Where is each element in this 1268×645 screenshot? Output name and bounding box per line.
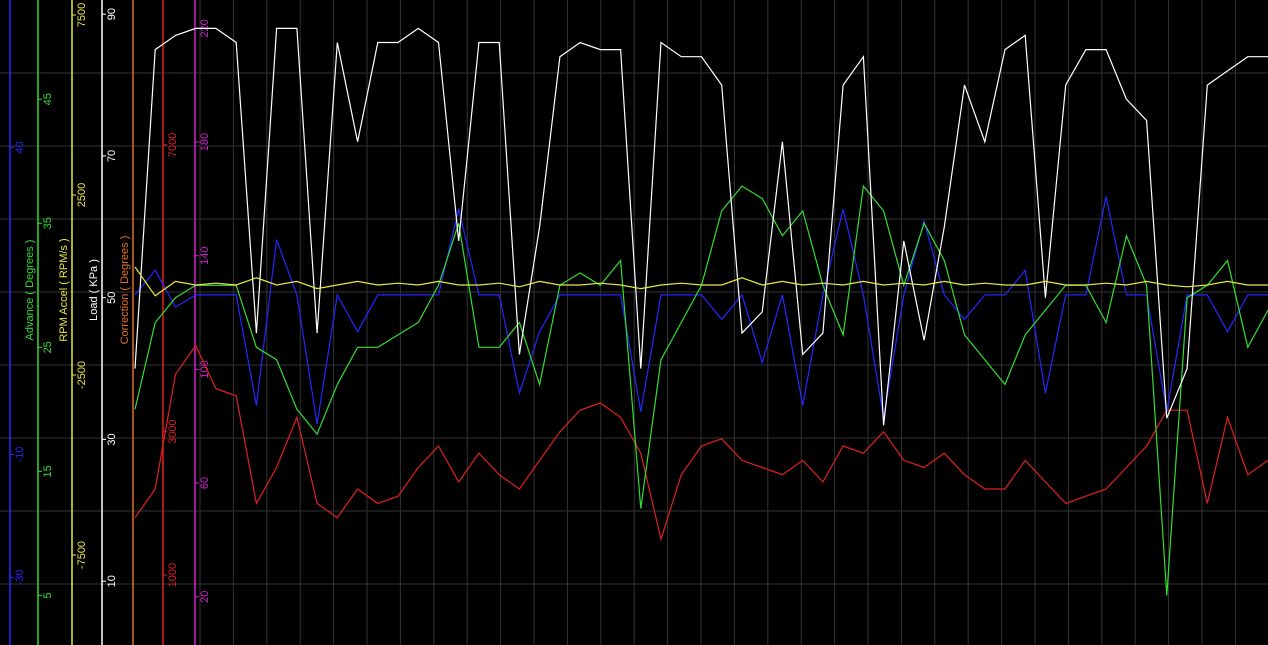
- y-tick-label: 15: [42, 465, 54, 477]
- y-tick-label: 30: [106, 433, 118, 445]
- y-tick-label: 3000: [167, 419, 179, 443]
- y-tick-label: -30: [14, 569, 26, 585]
- series-line: [134, 196, 1268, 424]
- y-tick-label: 7500: [76, 3, 88, 27]
- axis-title: Advance ( Degrees ): [24, 240, 36, 341]
- series-line: [134, 266, 1268, 297]
- axis-title: Load ( KPa ): [88, 259, 100, 321]
- y-tick-label: 60: [199, 477, 211, 489]
- y-tick-label: 5: [42, 592, 54, 598]
- axis-title: RPM Accel ( RPM/s ): [58, 238, 70, 341]
- y-tick-label: 35: [42, 217, 54, 229]
- y-tick-label: 1000: [167, 563, 179, 587]
- y-tick-label: 70: [106, 150, 118, 162]
- y-tick-label: 45: [42, 93, 54, 105]
- y-tick-label: 90: [106, 8, 118, 20]
- y-tick-label: 2500: [76, 183, 88, 207]
- y-tick-label: 25: [42, 341, 54, 353]
- y-tick-label: -2500: [76, 361, 88, 389]
- series-line: [134, 27, 1268, 426]
- y-tick-label: 7000: [167, 133, 179, 157]
- series-line: [134, 344, 1268, 542]
- y-tick-label: 100: [199, 360, 211, 378]
- y-tick-label: 10: [106, 575, 118, 587]
- y-tick-label: -10: [14, 447, 26, 463]
- y-tick-label: 20: [199, 591, 211, 603]
- y-tick-label: 50: [106, 292, 118, 304]
- y-tick-label: 40: [14, 141, 26, 153]
- axis-title: Correction ( Degrees ): [119, 236, 131, 345]
- y-tick-label: -7500: [76, 541, 88, 569]
- y-tick-label: 140: [199, 247, 211, 265]
- y-tick-label: 180: [199, 133, 211, 151]
